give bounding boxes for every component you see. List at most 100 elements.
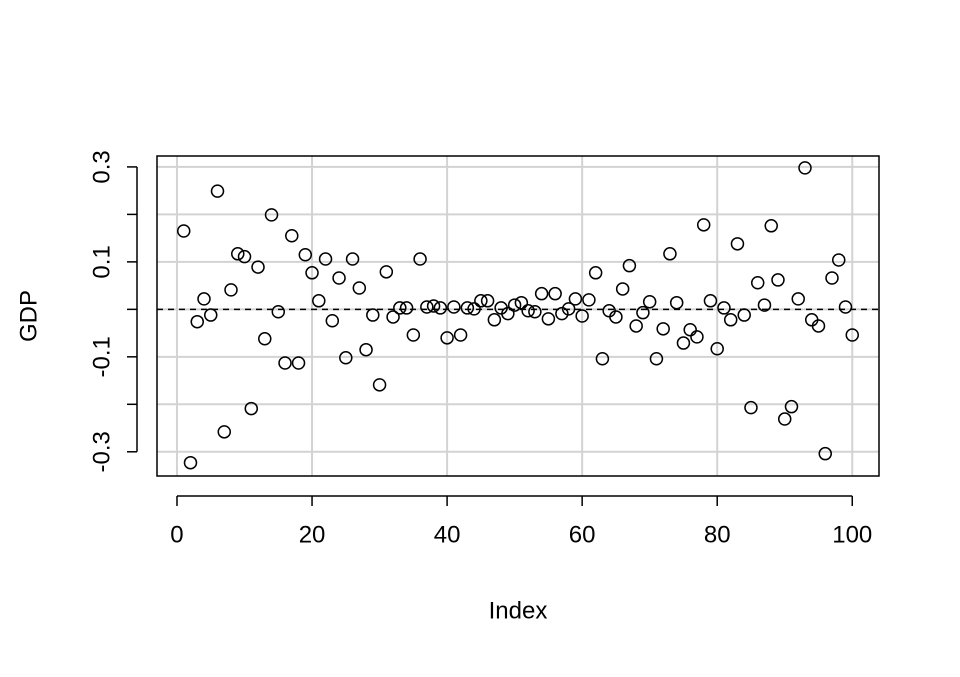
point bbox=[656, 322, 670, 336]
point bbox=[190, 314, 204, 329]
point bbox=[224, 283, 238, 297]
point bbox=[798, 161, 812, 175]
point bbox=[487, 313, 502, 327]
point bbox=[825, 271, 839, 285]
point bbox=[696, 218, 711, 232]
point bbox=[845, 328, 860, 342]
point bbox=[480, 294, 495, 308]
point bbox=[359, 342, 373, 357]
point bbox=[777, 412, 792, 426]
y-axis-label: GDP bbox=[15, 290, 42, 342]
y-tick-label: 0.3 bbox=[88, 150, 115, 183]
point bbox=[818, 446, 832, 461]
point bbox=[453, 328, 468, 342]
point bbox=[649, 351, 664, 366]
point bbox=[231, 247, 245, 261]
point bbox=[386, 310, 400, 324]
x-tick-label: 20 bbox=[299, 521, 326, 548]
point bbox=[237, 249, 252, 264]
point bbox=[622, 258, 637, 273]
point bbox=[683, 323, 697, 337]
point bbox=[737, 308, 751, 322]
point bbox=[507, 298, 522, 312]
x-axis-label: Index bbox=[489, 597, 548, 624]
x-tick-label: 80 bbox=[704, 521, 731, 548]
point bbox=[521, 304, 535, 318]
point bbox=[345, 252, 360, 266]
point bbox=[555, 306, 569, 321]
point bbox=[426, 299, 441, 313]
point bbox=[615, 282, 630, 296]
y-tick-label: -0.3 bbox=[88, 431, 115, 472]
point bbox=[838, 300, 853, 314]
point bbox=[413, 252, 427, 266]
point bbox=[352, 281, 367, 295]
point bbox=[710, 342, 724, 356]
point bbox=[832, 253, 846, 267]
point bbox=[298, 248, 313, 262]
point bbox=[642, 295, 657, 309]
point bbox=[501, 306, 515, 321]
point bbox=[568, 292, 583, 306]
point bbox=[811, 319, 826, 333]
point bbox=[541, 312, 556, 326]
point bbox=[339, 351, 353, 365]
point bbox=[609, 310, 623, 324]
point bbox=[176, 224, 191, 238]
point bbox=[561, 302, 576, 316]
point bbox=[204, 308, 218, 322]
point bbox=[595, 351, 610, 366]
point bbox=[690, 330, 704, 344]
point bbox=[717, 301, 731, 315]
plot-frame bbox=[156, 155, 880, 477]
point bbox=[325, 313, 340, 328]
point bbox=[366, 308, 380, 322]
point bbox=[730, 237, 745, 251]
point bbox=[312, 294, 326, 308]
point bbox=[588, 266, 603, 280]
point bbox=[703, 294, 718, 308]
point bbox=[757, 298, 772, 312]
x-tick-label: 100 bbox=[832, 521, 872, 548]
point bbox=[332, 271, 346, 285]
point bbox=[433, 301, 448, 315]
x-tick-label: 40 bbox=[434, 521, 461, 548]
point bbox=[663, 247, 677, 261]
point bbox=[318, 252, 333, 266]
y-tick-label: 0.1 bbox=[88, 245, 115, 278]
point bbox=[271, 304, 286, 319]
point bbox=[669, 295, 684, 310]
point bbox=[771, 273, 785, 287]
point bbox=[676, 336, 691, 350]
x-tick-label: 60 bbox=[569, 521, 596, 548]
point bbox=[723, 313, 738, 327]
point bbox=[548, 286, 562, 301]
point bbox=[210, 184, 225, 198]
point bbox=[791, 292, 805, 306]
point bbox=[291, 356, 306, 370]
point bbox=[474, 294, 488, 308]
point bbox=[305, 266, 319, 280]
point bbox=[406, 328, 421, 342]
point bbox=[420, 300, 434, 314]
point bbox=[460, 301, 475, 315]
point bbox=[784, 399, 799, 414]
point bbox=[447, 300, 461, 314]
point bbox=[217, 425, 232, 439]
point bbox=[575, 309, 589, 323]
point bbox=[285, 229, 299, 243]
point bbox=[258, 332, 272, 346]
point bbox=[467, 302, 481, 316]
point bbox=[399, 301, 414, 315]
point bbox=[534, 286, 549, 301]
x-tick-label: 0 bbox=[170, 521, 183, 548]
point bbox=[264, 208, 279, 222]
point bbox=[629, 319, 643, 333]
point bbox=[744, 400, 758, 415]
point bbox=[764, 219, 778, 233]
point bbox=[528, 304, 542, 319]
point bbox=[440, 331, 454, 345]
point bbox=[750, 276, 765, 290]
point bbox=[393, 301, 407, 315]
